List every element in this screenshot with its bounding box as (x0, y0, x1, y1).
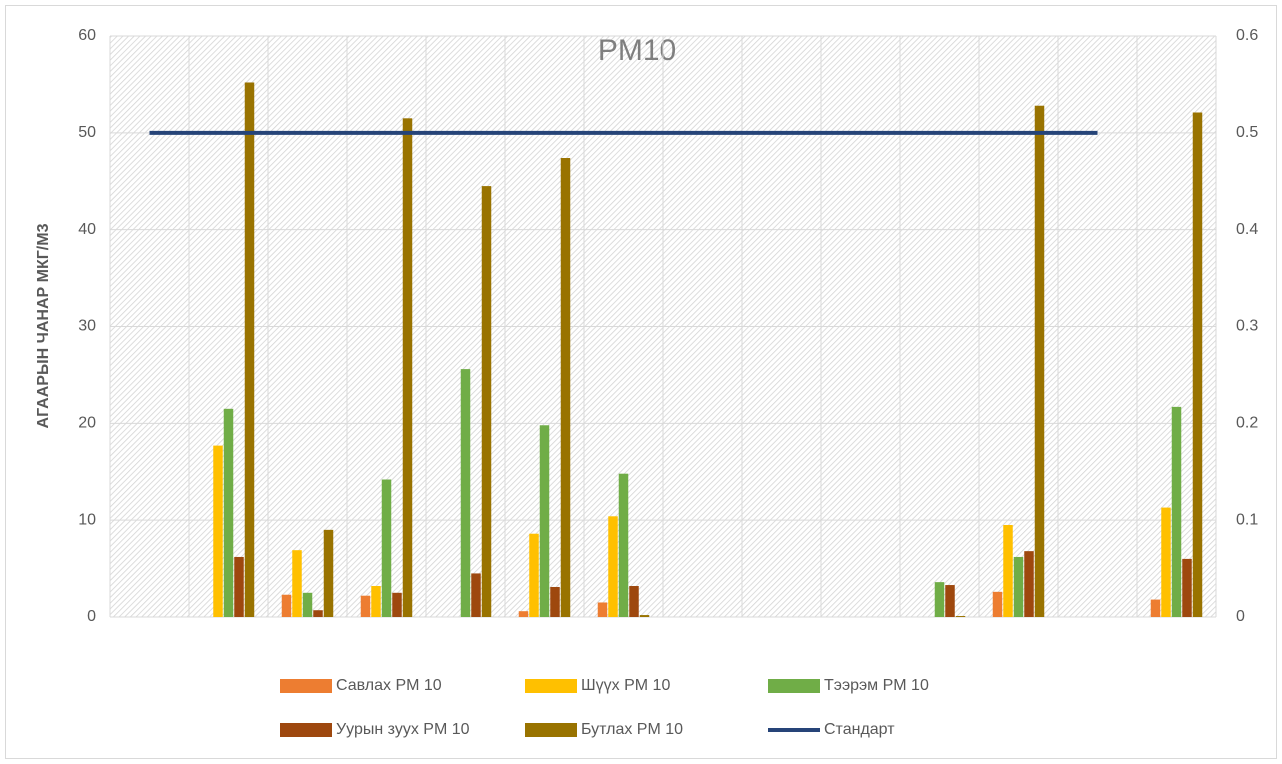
bar (1013, 556, 1024, 617)
y-tick-label: 20 (78, 415, 96, 432)
bar (934, 582, 945, 617)
y-tick-label: 30 (78, 318, 96, 335)
bar (471, 573, 481, 617)
bar (639, 615, 650, 617)
bar (539, 425, 550, 617)
bar (518, 611, 529, 617)
bar (234, 556, 244, 617)
y-axis-label: АГААРЫН ЧАНАР МКГ/М3 (35, 223, 52, 428)
bar (1150, 599, 1161, 617)
bar (213, 445, 223, 617)
bar (323, 529, 334, 617)
legend-label: Тээрэм PM 10 (824, 677, 929, 694)
chart-title: PM10 (598, 34, 676, 67)
legend-swatch (768, 679, 820, 693)
bar (360, 595, 371, 617)
y2-tick-label: 0.2 (1236, 415, 1258, 432)
y2-tick-label: 0.3 (1236, 318, 1258, 335)
bar (281, 594, 292, 617)
legend-swatch (525, 679, 577, 693)
bar (1024, 551, 1034, 617)
bar (529, 533, 539, 617)
legend-swatch (280, 679, 332, 693)
bar (392, 592, 402, 617)
legend-label: Савлах PM 10 (336, 677, 442, 694)
bar (992, 591, 1003, 617)
y-tick-label: 0 (87, 608, 96, 625)
bar (402, 118, 413, 617)
y2-tick-label: 0 (1236, 608, 1245, 625)
y-tick-label: 50 (78, 124, 96, 141)
bar (1003, 525, 1013, 617)
legend-swatch (525, 723, 577, 737)
bar (381, 479, 392, 617)
legend-swatch (280, 723, 332, 737)
bar (292, 550, 302, 617)
y2-tick-label: 0.4 (1236, 221, 1258, 238)
bar (955, 616, 966, 617)
y-tick-label: 40 (78, 221, 96, 238)
bar (618, 473, 629, 617)
bar (945, 585, 955, 617)
y2-tick-label: 0.6 (1236, 27, 1258, 44)
bar (302, 592, 313, 617)
bar (460, 369, 471, 617)
bar (481, 186, 492, 617)
legend-label: Уурын зуух PM 10 (336, 721, 470, 738)
y2-tick-label: 0.5 (1236, 124, 1258, 141)
y-tick-label: 10 (78, 511, 96, 528)
bar (313, 610, 323, 617)
bar (560, 158, 571, 617)
legend-label: Стандарт (824, 721, 895, 738)
bar (608, 516, 618, 617)
bar (244, 82, 255, 618)
legend-label: Шүүх PM 10 (581, 677, 670, 694)
legend-label: Бутлах PM 10 (581, 721, 683, 738)
bar (371, 586, 381, 617)
bar (629, 586, 639, 617)
bar (1192, 112, 1203, 617)
bar (223, 408, 234, 617)
bar (1161, 507, 1171, 617)
bar (1182, 558, 1192, 617)
bar (550, 586, 560, 617)
bar (597, 602, 608, 617)
y-tick-label: 60 (78, 27, 96, 44)
bar (1034, 105, 1045, 617)
bar (1171, 406, 1182, 617)
y2-tick-label: 0.1 (1236, 511, 1258, 528)
